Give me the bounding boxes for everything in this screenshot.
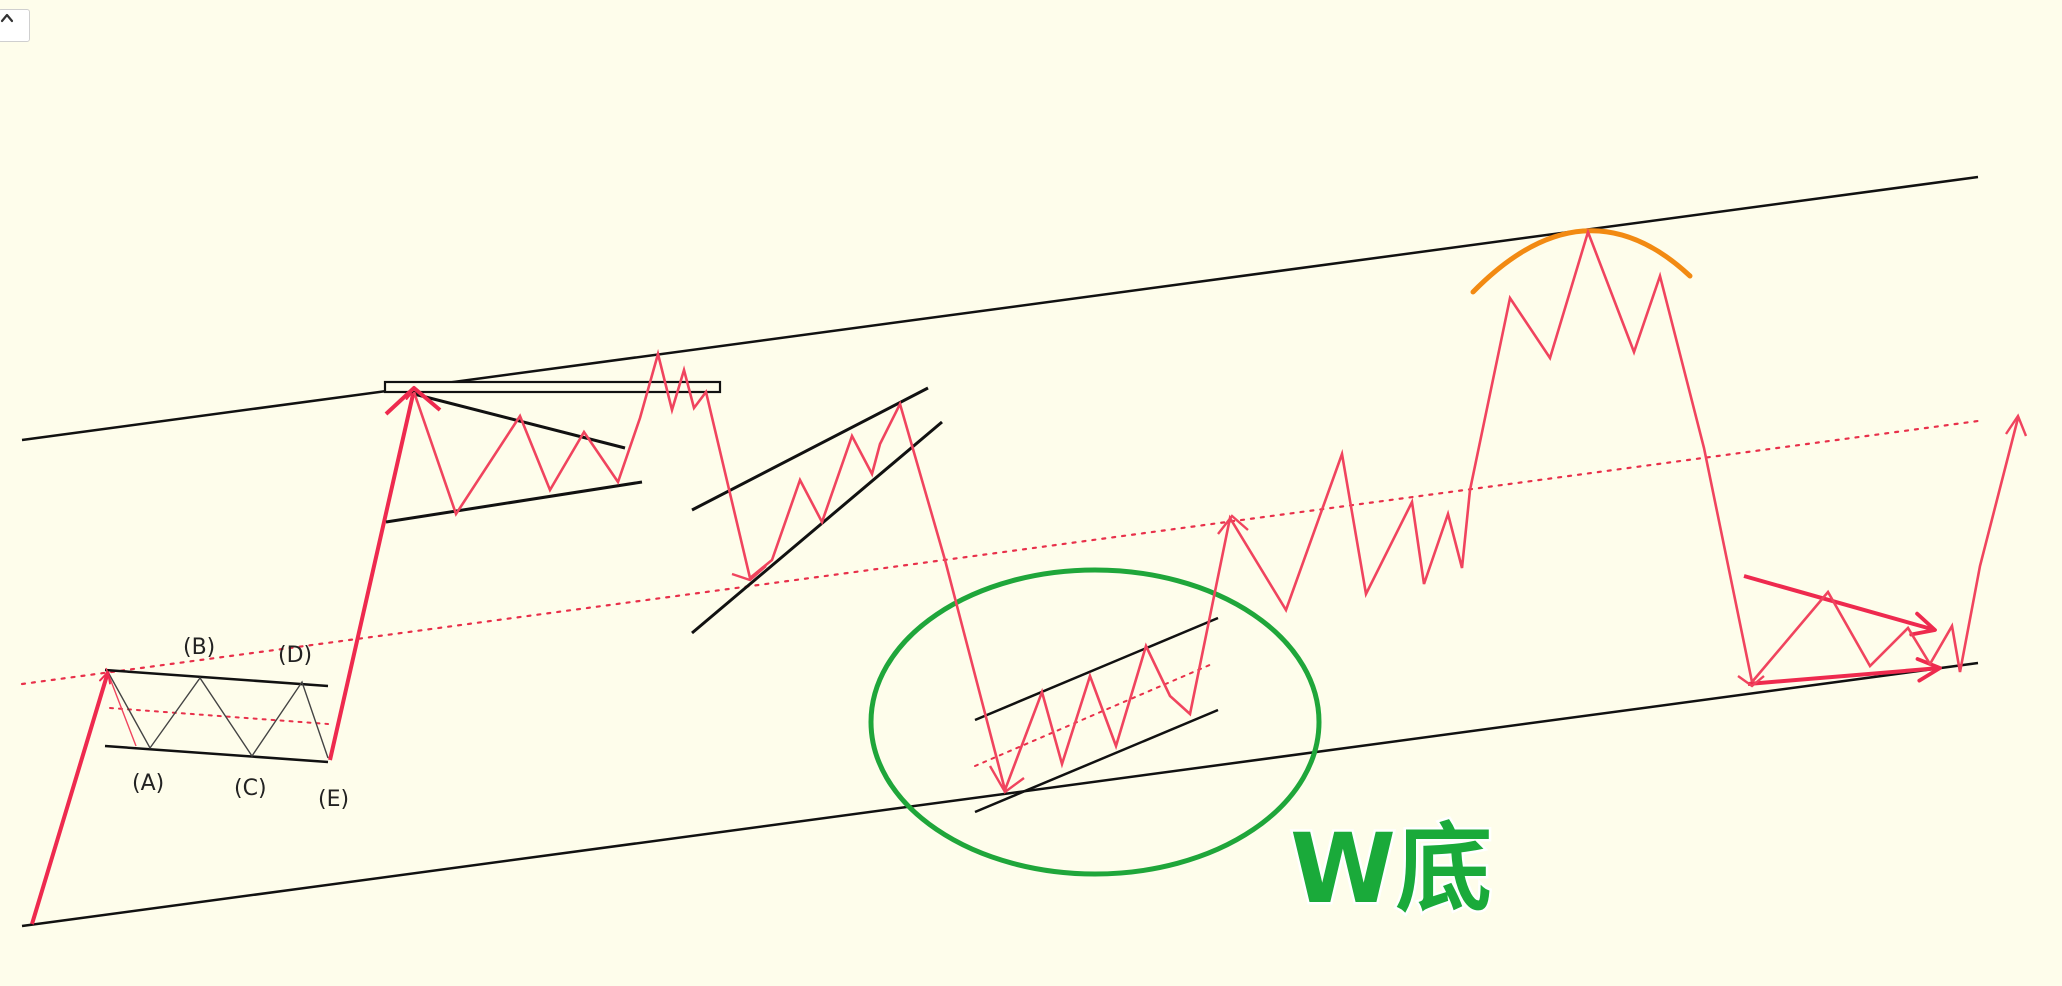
collapse-button[interactable] [0,9,30,42]
wave-label-e: (E) [318,787,349,812]
arrowhead-final-up [2005,413,2028,437]
final-bottom-line [1747,657,1942,686]
w-bottom-pattern: W底 [868,567,1494,928]
wedge-lower-line [691,420,943,635]
channel-lower-line [21,661,1979,928]
flag-top-line [104,668,329,688]
w-channel-upper [974,616,1219,722]
arrowhead-w-low [988,765,1025,794]
triangle-bottom-line [385,480,643,524]
flag-zigzag [107,671,329,759]
channel-midline [20,419,1980,686]
wedge-upper-line [691,386,929,512]
triangle-top-line [413,392,626,450]
resistance-box [383,380,722,394]
arrowhead-triangle-start [384,386,442,416]
arrowhead-w-high [1217,514,1249,535]
final-triangle-pattern [1737,413,2028,688]
channel-upper-line [21,175,1979,442]
wave-label-b: (B) [183,635,215,660]
final-zigzag [1751,417,2020,683]
w-channel-midline [974,663,1213,767]
impulse-leg-1 [30,671,111,925]
wave-label-d: (D) [278,643,312,668]
rising-wedge-pattern [691,386,943,635]
flag-pattern: (A) (B) (C) (D) (E) [104,635,349,812]
flag-bottom-line [104,744,329,764]
w-channel-lower [974,708,1219,814]
rounded-top-arc [1470,228,1693,295]
impulse-leg-2 [328,389,418,761]
flag-zigzag-red [105,667,137,747]
flag-midline [109,707,329,725]
wave-label-c: (C) [234,776,267,801]
w-bottom-ellipse [868,567,1322,877]
final-top-line [1743,574,1937,637]
wave-label-a: (A) [132,771,164,796]
chevron-up-icon [0,13,14,23]
arrowhead-final-low [1737,675,1765,688]
w-bottom-label: W底 [1290,813,1492,925]
arrowhead-wedge-low [731,565,767,582]
price-path [412,227,1754,795]
